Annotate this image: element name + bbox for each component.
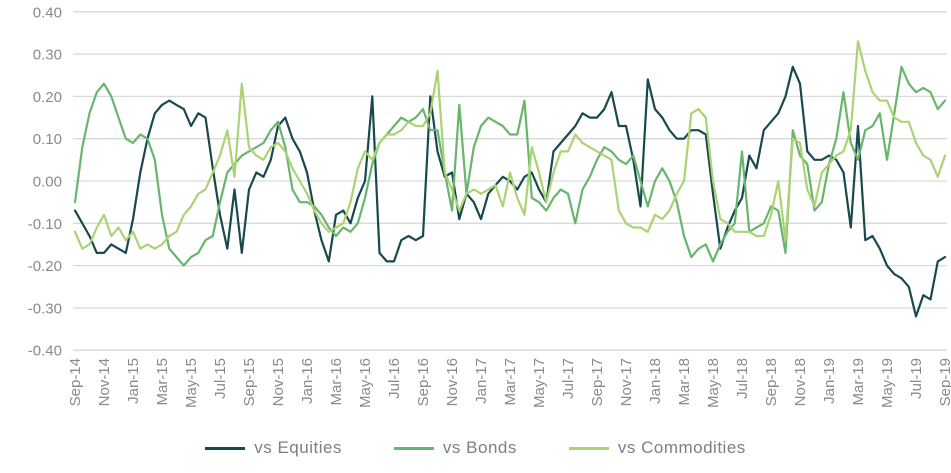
x-tick-label-mar-16: Mar-16 xyxy=(328,358,345,406)
x-tick-label-nov-17: Nov-17 xyxy=(618,358,635,406)
x-tick-label-jan-15: Jan-15 xyxy=(125,358,142,404)
legend-line-swatch-vs-commodities xyxy=(568,446,609,450)
x-tick-label-jul-16: Jul-16 xyxy=(386,358,403,399)
x-tick-label-jan-18: Jan-18 xyxy=(647,358,664,404)
x-tick-label-nov-15: Nov-15 xyxy=(270,358,287,406)
x-tick-label-jul-18: Jul-18 xyxy=(734,358,751,399)
legend-label-vs-commodities: vs Commodities xyxy=(617,438,746,457)
x-tick-label-sep-16: Sep-16 xyxy=(415,358,432,406)
legend-item-vs-equities: vs Equities xyxy=(205,438,342,458)
legend-item-vs-bonds: vs Bonds xyxy=(393,438,517,458)
y-tick-label: -0.20 xyxy=(28,258,62,275)
y-tick-label: 0.00 xyxy=(33,174,62,191)
x-tick-label-mar-17: Mar-17 xyxy=(502,358,519,406)
chart-legend: vs Equities vs Bonds vs Commodities xyxy=(0,438,951,458)
x-tick-label-jul-19: Jul-19 xyxy=(908,358,925,399)
y-tick-label: 0.30 xyxy=(33,47,62,64)
x-tick-label-jan-19: Jan-19 xyxy=(821,358,838,404)
x-tick-label-jan-17: Jan-17 xyxy=(473,358,490,404)
x-tick-label-may-16: May-16 xyxy=(357,358,374,408)
x-tick-label-mar-18: Mar-18 xyxy=(676,358,693,406)
series-line-vs-equities xyxy=(73,65,947,318)
x-tick-label-may-15: May-15 xyxy=(183,358,200,408)
legend-line-swatch-vs-bonds xyxy=(393,446,434,450)
x-tick-label-sep-15: Sep-15 xyxy=(241,358,258,406)
series-lines xyxy=(73,40,947,318)
legend-item-vs-commodities: vs Commodities xyxy=(568,438,746,458)
x-tick-label-may-19: May-19 xyxy=(879,358,896,408)
x-tick-label-jul-15: Jul-15 xyxy=(212,358,229,399)
x-tick-label-jan-16: Jan-16 xyxy=(299,358,316,404)
legend-label-vs-equities: vs Equities xyxy=(254,438,342,457)
series-line-vs-bonds xyxy=(73,65,947,267)
x-tick-label-may-17: May-17 xyxy=(531,358,548,408)
y-tick-label: 0.10 xyxy=(33,131,62,148)
x-tick-label-may-18: May-18 xyxy=(705,358,722,408)
y-tick-label: 0.20 xyxy=(33,89,62,106)
x-tick-label-nov-16: Nov-16 xyxy=(444,358,461,406)
x-tick-label-sep-19: Sep-19 xyxy=(937,358,951,406)
x-tick-label-jul-17: Jul-17 xyxy=(560,358,577,399)
x-tick-label-sep-17: Sep-17 xyxy=(589,358,606,406)
x-tick-label-nov-14: Nov-14 xyxy=(96,358,113,406)
correlation-line-chart: 0.40 0.30 0.20 0.10 0.00 -0.10 -0.20 -0.30 -0.40… xyxy=(28,4,951,408)
x-tick-label-mar-15: Mar-15 xyxy=(154,358,171,406)
legend-line-swatch-vs-equities xyxy=(205,446,246,450)
y-axis-tick-labels: 0.40 0.30 0.20 0.10 0.00 -0.10 -0.20 -0.30 -0.40 xyxy=(28,4,62,359)
x-tick-label-nov-18: Nov-18 xyxy=(792,358,809,406)
x-tick-label-sep-14: Sep-14 xyxy=(67,358,84,406)
y-tick-label: -0.30 xyxy=(28,300,62,317)
y-tick-label: -0.40 xyxy=(28,343,62,360)
x-axis-tick-labels: Sep-14 Nov-14 Jan-15 Mar-15 May-15 Jul-15 Sep-… xyxy=(67,358,951,408)
legend-label-vs-bonds: vs Bonds xyxy=(442,438,517,457)
x-tick-label-sep-18: Sep-18 xyxy=(763,358,780,406)
y-tick-label: -0.10 xyxy=(28,216,62,233)
y-tick-label: 0.40 xyxy=(33,4,62,21)
x-tick-label-mar-19: Mar-19 xyxy=(850,358,867,406)
series-line-vs-commodities xyxy=(73,40,947,250)
